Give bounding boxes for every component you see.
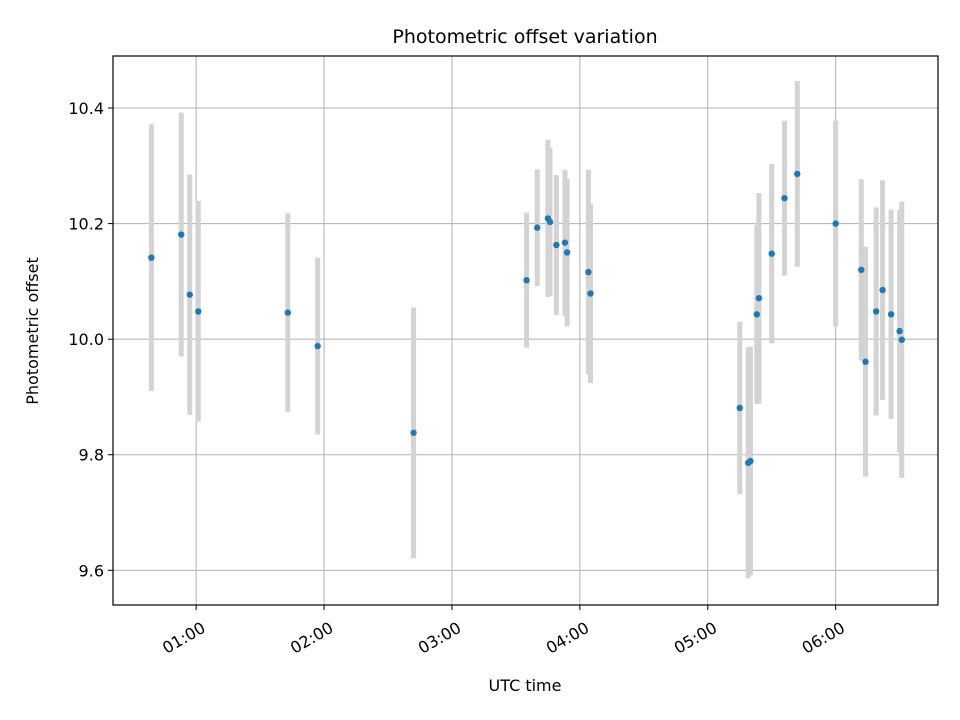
data-point xyxy=(755,294,763,302)
data-point xyxy=(896,327,903,335)
data-point xyxy=(872,308,880,315)
data-point xyxy=(563,249,571,256)
y-tick-label: 10.0 xyxy=(68,330,104,349)
data-point xyxy=(736,404,743,412)
data-point xyxy=(794,170,801,178)
x-axis-title: UTC time xyxy=(489,676,562,695)
data-point xyxy=(879,286,886,294)
data-point xyxy=(195,308,202,315)
data-point xyxy=(284,309,292,316)
data-point xyxy=(898,336,905,343)
chart-title: Photometric offset variation xyxy=(392,26,657,48)
data-point xyxy=(410,429,417,436)
y-tick-label: 9.6 xyxy=(79,561,104,580)
data-point xyxy=(186,291,193,298)
data-point xyxy=(148,254,155,261)
data-point xyxy=(178,231,185,238)
data-point xyxy=(887,311,895,318)
y-tick-label: 9.8 xyxy=(79,446,104,465)
data-point xyxy=(858,266,865,274)
data-point xyxy=(561,239,569,246)
point-layer xyxy=(148,170,905,467)
data-point xyxy=(314,342,321,350)
data-point xyxy=(523,277,530,284)
data-point xyxy=(585,268,592,276)
data-point xyxy=(747,457,754,465)
data-point xyxy=(553,241,560,249)
data-point xyxy=(781,194,788,202)
data-point xyxy=(534,224,541,231)
plot-frame xyxy=(112,55,939,606)
data-point xyxy=(862,358,869,365)
y-tick-label: 10.4 xyxy=(68,99,104,118)
y-tick-label: 10.2 xyxy=(68,215,104,234)
data-point xyxy=(768,250,775,257)
data-point xyxy=(546,218,554,226)
data-point xyxy=(832,220,839,227)
y-axis-title: Photometric offset xyxy=(23,257,42,405)
data-point xyxy=(587,290,594,297)
data-point xyxy=(753,311,760,318)
